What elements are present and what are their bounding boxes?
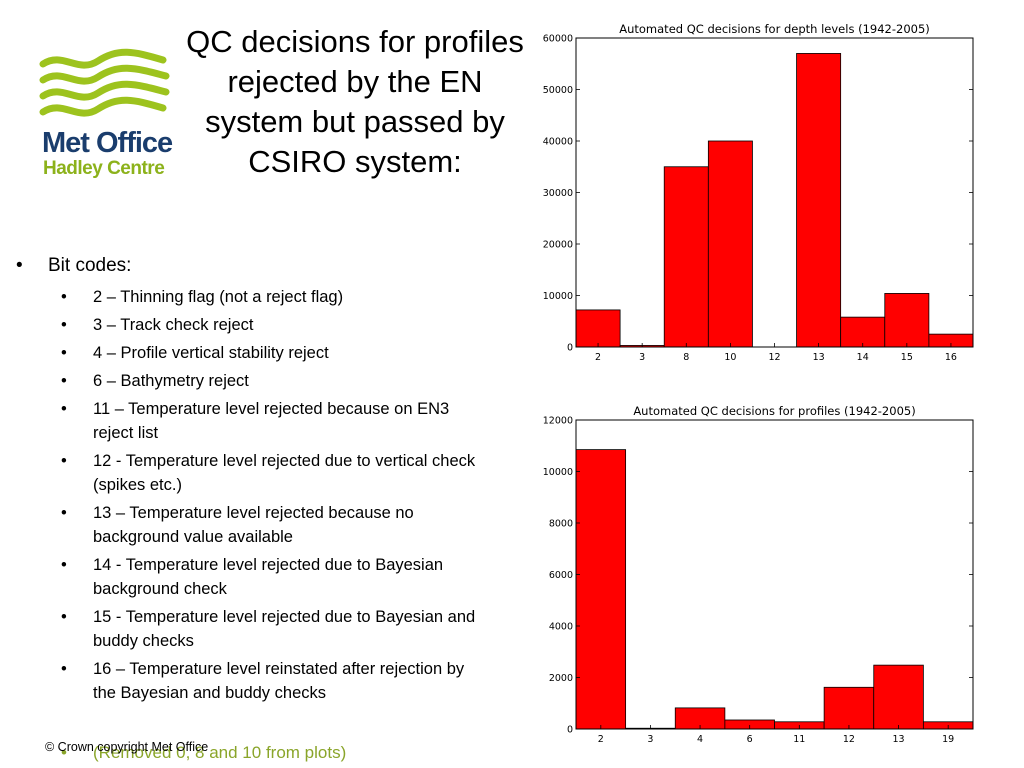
- list-item: 11 – Temperature level rejected because …: [0, 397, 488, 445]
- bar-13: [796, 53, 842, 348]
- y-tick-label: 10000: [543, 291, 573, 302]
- copyright-footer: © Crown copyright Met Office: [45, 740, 209, 754]
- list-item: 15 - Temperature level rejected due to B…: [0, 605, 488, 653]
- list-item: 4 – Profile vertical stability reject: [0, 341, 488, 365]
- bar-2: [575, 449, 627, 730]
- bit-codes-heading: Bit codes:: [0, 255, 510, 277]
- x-tick-label: 2: [595, 352, 601, 363]
- bar-13: [873, 664, 924, 730]
- bar-8: [663, 166, 709, 348]
- bar-15: [884, 293, 930, 348]
- bar-10: [707, 140, 753, 348]
- y-tick-label: 12000: [543, 416, 573, 427]
- bar-12: [823, 686, 875, 730]
- y-tick-label: 40000: [543, 137, 573, 148]
- x-tick-label: 4: [697, 734, 703, 745]
- y-tick-label: 20000: [543, 240, 573, 251]
- met-office-logo: [38, 46, 178, 186]
- y-tick-label: 4000: [549, 622, 573, 633]
- chart-title: Automated QC decisions for depth levels …: [619, 22, 930, 36]
- y-tick-label: 30000: [543, 188, 573, 199]
- y-tick-label: 60000: [543, 34, 573, 45]
- list-item: 13 – Temperature level rejected because …: [0, 501, 488, 549]
- bar-14: [840, 316, 886, 348]
- x-tick-label: 12: [843, 734, 855, 745]
- y-tick-label: 2000: [549, 673, 573, 684]
- x-tick-label: 3: [647, 734, 653, 745]
- list-item: 16 – Temperature level reinstated after …: [0, 657, 488, 705]
- y-tick-label: 6000: [549, 570, 573, 581]
- x-tick-label: 13: [813, 352, 825, 363]
- logo-text-met-office: Met Office: [42, 127, 173, 159]
- x-tick-label: 6: [747, 734, 753, 745]
- x-tick-label: 12: [768, 352, 780, 363]
- x-tick-label: 14: [857, 352, 869, 363]
- list-item: 2 – Thinning flag (not a reject flag): [0, 285, 488, 309]
- list-item: 14 - Temperature level rejected due to B…: [0, 553, 488, 601]
- y-tick-label: 8000: [549, 519, 573, 530]
- x-tick-label: 8: [683, 352, 689, 363]
- slide-title: QC decisions for profiles rejected by th…: [186, 24, 524, 179]
- y-tick-label: 10000: [543, 467, 573, 478]
- list-item: 6 – Bathymetry reject: [0, 369, 488, 393]
- x-tick-label: 19: [942, 734, 954, 745]
- plot-frame: [575, 419, 974, 730]
- x-tick-label: 16: [945, 352, 957, 363]
- x-tick-label: 2: [598, 734, 604, 745]
- bit-codes-list: Bit codes: 2 – Thinning flag (not a reje…: [0, 255, 510, 709]
- x-tick-label: 3: [639, 352, 645, 363]
- list-item: 3 – Track check reject: [0, 313, 488, 337]
- y-tick-label: 0: [567, 725, 573, 736]
- bar-2: [575, 309, 621, 348]
- logo-text-hadley-centre: Hadley Centre: [43, 158, 165, 179]
- chart-profiles: Automated QC decisions for profiles (194…: [530, 402, 990, 747]
- logo-waves-icon: [39, 48, 170, 117]
- x-tick-label: 13: [893, 734, 905, 745]
- x-tick-label: 11: [793, 734, 805, 745]
- chart-title: Automated QC decisions for profiles (194…: [633, 404, 915, 418]
- list-item: 12 - Temperature level rejected due to v…: [0, 449, 488, 497]
- removed-note: (Removed 0, 8 and 10 from plots): [93, 743, 347, 762]
- plot-frame: [575, 37, 974, 348]
- chart-depth-levels-svg: Automated QC decisions for depth levels …: [543, 22, 974, 363]
- y-tick-label: 50000: [543, 85, 573, 96]
- chart-profiles-svg: Automated QC decisions for profiles (194…: [543, 404, 974, 745]
- note-bullet-icon: •: [61, 743, 67, 762]
- y-tick-label: 0: [567, 343, 573, 354]
- chart-depth-levels: Automated QC decisions for depth levels …: [530, 20, 990, 363]
- x-tick-label: 15: [901, 352, 913, 363]
- x-tick-label: 10: [724, 352, 736, 363]
